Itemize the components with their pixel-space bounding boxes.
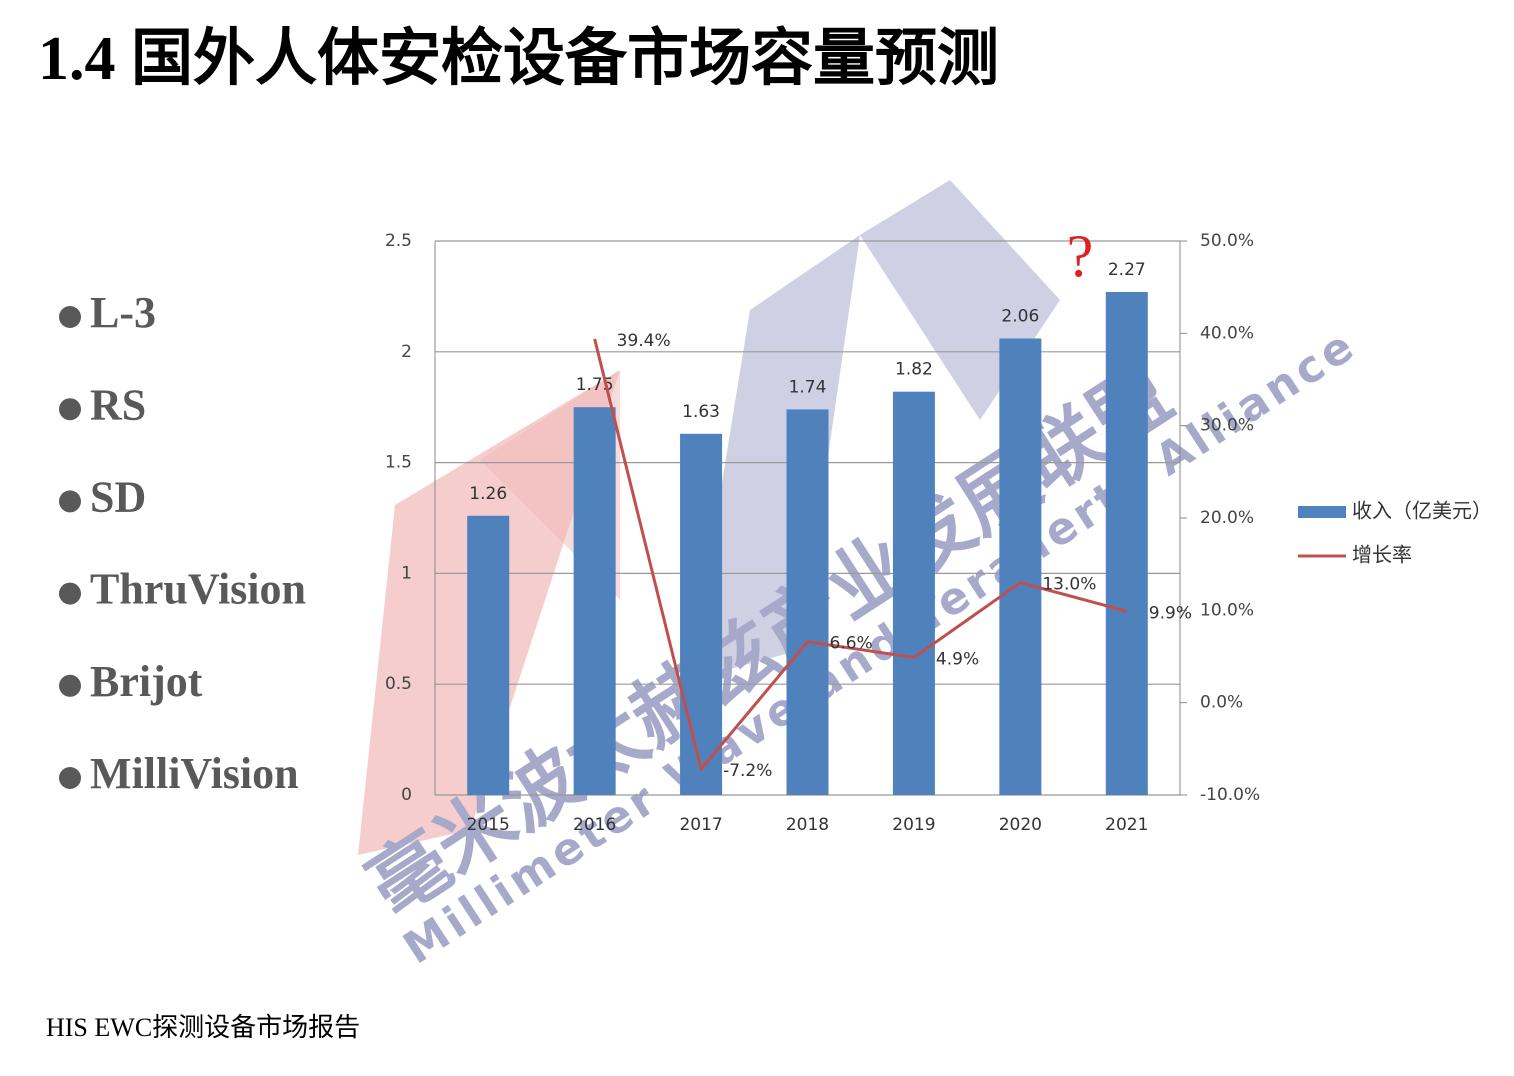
bar-value-label: 1.74 <box>789 377 827 397</box>
y-tick-label: 0.5 <box>385 674 412 694</box>
line-value-label: 39.4% <box>617 331 671 351</box>
bullet-dot <box>59 767 81 789</box>
x-tick-label: 2017 <box>679 815 722 835</box>
line-value-label: 9.9% <box>1149 603 1192 623</box>
bar <box>1105 291 1148 795</box>
line-value-label: -7.2% <box>723 761 772 781</box>
line-value-label: 4.9% <box>936 649 979 669</box>
slide-title: 1.4 国外人体安检设备市场容量预测 <box>38 24 999 93</box>
line <box>593 338 1128 773</box>
line-value-label: 6.6% <box>830 634 873 654</box>
annotation: ? <box>1067 223 1094 289</box>
bullet-text: MilliVision <box>90 749 299 798</box>
y2-tick-label: 30.0% <box>1200 416 1254 436</box>
bar <box>786 409 829 795</box>
wm-shape <box>690 235 860 680</box>
y2-tick-label: 10.0% <box>1200 600 1254 620</box>
bar-value-label: 1.82 <box>895 360 933 380</box>
bullet-text: Brijot <box>90 657 203 706</box>
bar-value-label: 1.26 <box>469 484 507 504</box>
y-tick-label: 0 <box>401 785 412 805</box>
bullet-dot <box>59 674 81 697</box>
x-tick-label: 2021 <box>1105 815 1148 835</box>
source: HIS EWC探测设备市场报告 <box>46 1013 360 1042</box>
bar <box>892 391 935 795</box>
y-tick-label: 1.5 <box>385 453 412 473</box>
bullet-text: RS <box>90 380 146 429</box>
bullet-dot <box>59 490 81 513</box>
bar <box>999 338 1042 795</box>
y2-tick-label: 50.0% <box>1200 231 1254 251</box>
legend-label: 增长率 <box>1352 543 1412 567</box>
bar-value-label: 1.63 <box>682 402 720 422</box>
x-tick-label: 2018 <box>786 815 829 835</box>
bar <box>467 515 510 795</box>
bar-value-label: 2.06 <box>1001 307 1039 327</box>
y2-tick-label: 40.0% <box>1200 323 1254 343</box>
bar <box>573 407 616 795</box>
x-tick-label: 2020 <box>999 815 1042 835</box>
y-tick-label: 2.5 <box>385 231 412 251</box>
bullet-text: ThruVision <box>90 565 306 614</box>
bar <box>680 433 723 795</box>
x-tick-label: 2015 <box>467 815 510 835</box>
y2-tick-label: -10.0% <box>1200 785 1260 805</box>
y-tick-label: 1 <box>401 563 412 583</box>
x-tick-label: 2016 <box>573 815 616 835</box>
bullet-text: L-3 <box>90 288 156 337</box>
legend-label: 收入（亿美元） <box>1352 499 1492 523</box>
bullet-dot <box>59 398 81 421</box>
bullet-dot <box>59 306 81 328</box>
line-value-label: 13.0% <box>1042 575 1096 595</box>
bullet-text: SD <box>90 472 146 521</box>
legend-swatch <box>1298 506 1346 518</box>
y2-tick-label: 20.0% <box>1200 508 1254 528</box>
bar-value-label: 2.27 <box>1108 260 1146 280</box>
x-tick-label: 2019 <box>892 815 935 835</box>
y-tick-label: 2 <box>401 342 412 362</box>
y2-tick-label: 0.0% <box>1200 693 1243 713</box>
bullet-dot <box>59 582 81 605</box>
